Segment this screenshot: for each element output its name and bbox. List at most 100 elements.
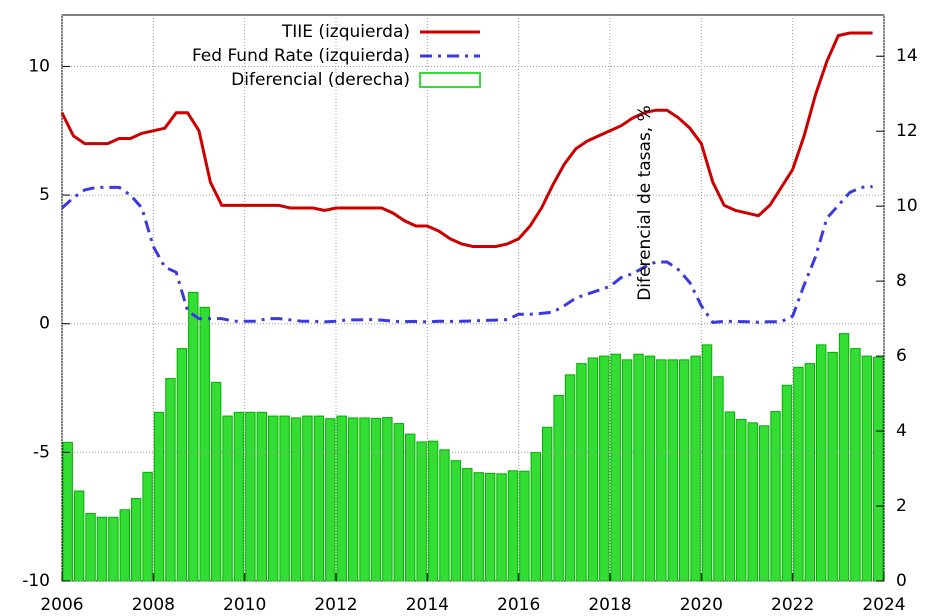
y2-tick-label: 8 xyxy=(896,271,907,291)
line xyxy=(60,31,873,248)
bar xyxy=(770,411,781,582)
bar xyxy=(165,378,176,582)
y2-tick-label: 14 xyxy=(896,46,918,66)
y2-tick-label: 6 xyxy=(896,346,907,366)
y2-axis-label: Diferencial de tasas, % xyxy=(635,105,655,301)
x-tick-label: 2008 xyxy=(132,595,175,615)
x-tick-label: 2022 xyxy=(771,595,814,615)
y-tick-label: 10 xyxy=(28,56,50,76)
bar xyxy=(313,415,325,582)
x-tick-label: 2020 xyxy=(680,595,723,615)
legend-label: Diferencial (derecha) xyxy=(231,70,410,90)
bar xyxy=(222,415,233,582)
bar xyxy=(576,363,587,582)
bar xyxy=(804,363,815,582)
bar xyxy=(701,344,713,582)
x-tick-label: 2016 xyxy=(497,595,540,615)
bar xyxy=(233,411,245,582)
bar xyxy=(405,433,416,582)
bar xyxy=(621,359,633,582)
bar xyxy=(131,498,142,582)
bar xyxy=(188,291,199,582)
bar xyxy=(793,366,804,582)
bar xyxy=(667,359,678,582)
bar xyxy=(302,415,313,582)
bar xyxy=(370,417,382,582)
y-tick-label: -5 xyxy=(33,442,50,462)
bar xyxy=(656,359,667,582)
bar xyxy=(861,355,873,582)
bar xyxy=(73,490,85,582)
x-tick-label: 2018 xyxy=(588,595,631,615)
bar xyxy=(873,356,884,582)
line xyxy=(60,185,873,324)
legend-label: TIIE (izquierda) xyxy=(281,22,410,42)
bar xyxy=(199,306,210,582)
bar xyxy=(690,355,701,582)
bar xyxy=(382,417,393,582)
bar xyxy=(279,415,290,582)
y2-tick-label: 10 xyxy=(896,196,918,216)
bar xyxy=(850,348,861,582)
x-tick-label: 2010 xyxy=(223,595,266,615)
bar xyxy=(427,440,439,582)
y2-tick-label: 0 xyxy=(896,571,907,591)
bar xyxy=(484,472,496,582)
bar xyxy=(644,355,656,582)
bar xyxy=(758,425,770,582)
bar xyxy=(393,423,405,582)
bar xyxy=(724,411,736,582)
bar xyxy=(245,411,256,582)
y2-tick-label: 2 xyxy=(896,496,907,516)
bar xyxy=(85,513,96,582)
y2-tick-label: 4 xyxy=(896,421,907,441)
y2-tick-label: 12 xyxy=(896,121,918,141)
bar xyxy=(713,376,724,582)
bar xyxy=(325,418,336,582)
bar xyxy=(336,415,347,582)
bar xyxy=(210,381,222,582)
bar xyxy=(542,426,553,582)
bar xyxy=(347,417,359,582)
legend-swatch xyxy=(419,72,481,88)
bar xyxy=(108,516,119,582)
bar xyxy=(153,411,165,582)
bar xyxy=(838,333,850,582)
bar xyxy=(507,470,519,582)
bar xyxy=(268,415,279,582)
x-tick-label: 2012 xyxy=(314,595,357,615)
y-tick-label: -10 xyxy=(22,571,50,591)
bar xyxy=(827,351,838,582)
bar xyxy=(781,384,793,582)
bar xyxy=(530,451,541,582)
bar xyxy=(553,394,564,582)
legend-label: Fed Fund Rate (izquierda) xyxy=(192,46,410,66)
bar xyxy=(736,418,747,582)
bar xyxy=(96,516,108,582)
bar xyxy=(496,473,507,582)
bar xyxy=(359,417,370,582)
bar xyxy=(176,348,188,582)
y-tick-label: 5 xyxy=(39,185,50,205)
bar xyxy=(610,353,621,582)
bar xyxy=(519,470,530,582)
bar xyxy=(119,509,131,582)
bar xyxy=(747,422,758,582)
y-tick-label: 0 xyxy=(39,314,50,334)
bar xyxy=(290,417,302,582)
x-tick-label: 2024 xyxy=(862,595,905,615)
bar xyxy=(62,441,73,582)
bar xyxy=(416,441,427,582)
bar xyxy=(599,355,610,582)
bar xyxy=(142,471,153,582)
bar xyxy=(587,357,599,582)
bar xyxy=(564,374,576,582)
bar xyxy=(462,468,473,582)
bar xyxy=(679,359,690,582)
bar xyxy=(450,460,462,582)
bar xyxy=(473,472,484,582)
bar xyxy=(439,449,450,582)
x-tick-label: 2006 xyxy=(40,595,83,615)
bar xyxy=(256,411,268,582)
